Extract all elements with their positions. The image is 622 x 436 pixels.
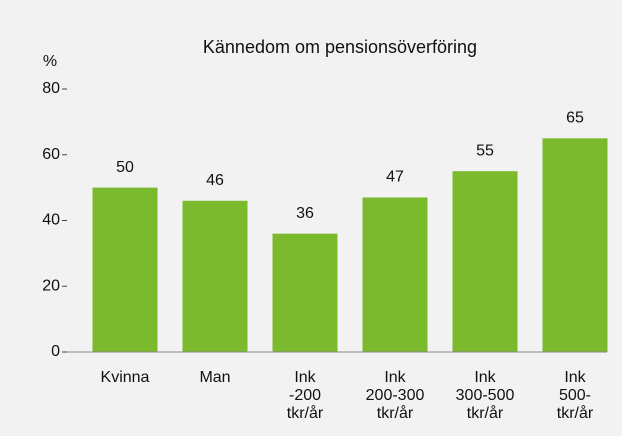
x-tick-label: Man bbox=[199, 369, 230, 386]
bar bbox=[92, 187, 158, 352]
x-tick-label: Ink -200 tkr/år bbox=[287, 369, 324, 422]
y-tick-label: 0 bbox=[51, 343, 60, 360]
value-label: 46 bbox=[206, 172, 224, 189]
value-label: 47 bbox=[386, 169, 404, 186]
y-axis-label: % bbox=[43, 53, 57, 70]
y-tick-label: 60 bbox=[42, 146, 60, 163]
y-tick-label: 80 bbox=[42, 80, 60, 97]
bar bbox=[362, 197, 428, 352]
bar bbox=[182, 200, 248, 352]
y-tick-label: 20 bbox=[42, 277, 60, 294]
x-tick-label: Ink 500-tkr/år bbox=[557, 369, 594, 422]
bar bbox=[452, 171, 518, 352]
value-label: 36 bbox=[296, 205, 314, 222]
bar bbox=[542, 138, 608, 352]
value-label: 65 bbox=[566, 110, 584, 127]
bar bbox=[272, 233, 338, 352]
value-label: 55 bbox=[476, 142, 494, 159]
x-tick-label: Kvinna bbox=[101, 369, 150, 386]
x-tick-label: Ink 300-500 tkr/år bbox=[456, 369, 515, 422]
chart-title: Kännedom om pensionsöverföring bbox=[203, 37, 477, 57]
x-tick-label: Ink 200-300 tkr/år bbox=[366, 369, 425, 422]
y-tick-label: 40 bbox=[42, 212, 60, 229]
value-label: 50 bbox=[116, 159, 134, 176]
